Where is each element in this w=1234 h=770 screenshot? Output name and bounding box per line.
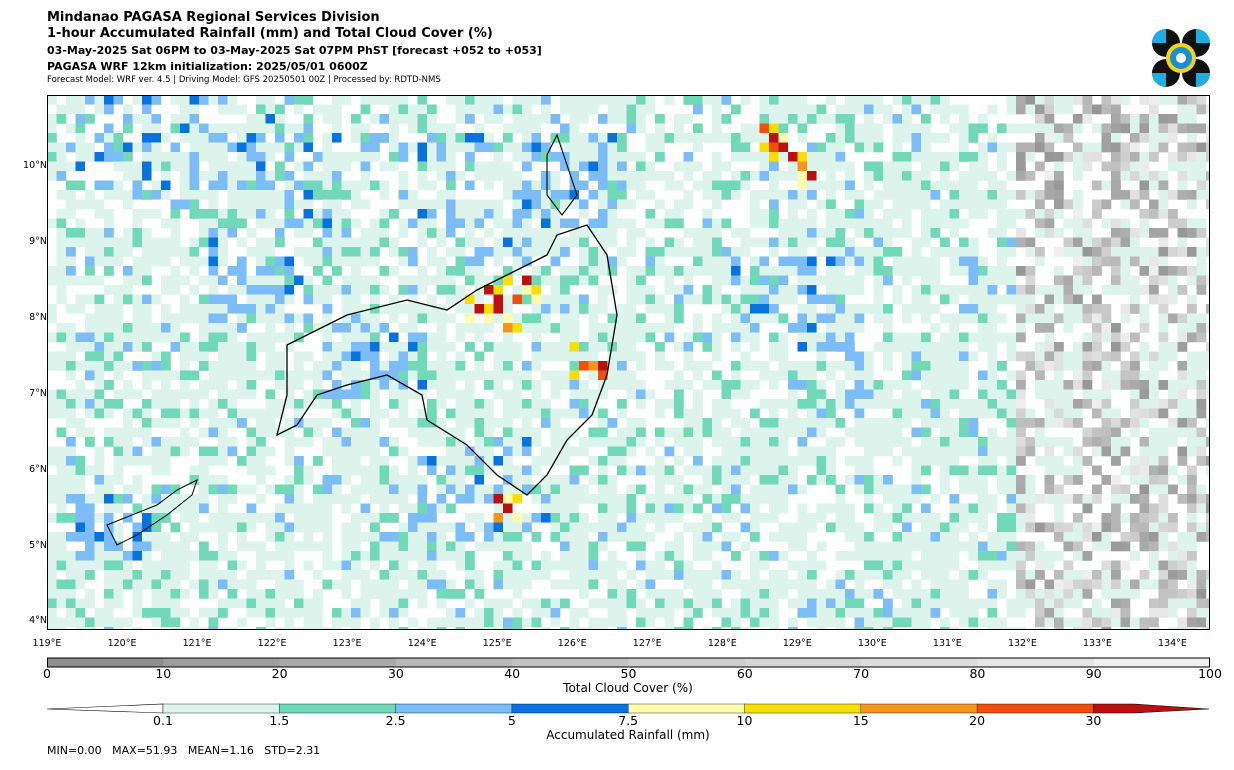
rain-color-segment [395, 703, 513, 714]
rain-color-segment [511, 703, 629, 714]
lon-label: 119°E [32, 638, 62, 649]
field-cells [47, 95, 1210, 630]
lon-label: 130°E [857, 638, 887, 649]
rain-color-segment [860, 703, 978, 714]
cloud-color-segment [861, 658, 978, 667]
lon-label: 134°E [1158, 638, 1187, 649]
lon-label: 126°E [557, 638, 587, 649]
map-canvas [47, 95, 1210, 630]
coastline [106, 133, 618, 546]
cloud-cover-colorbar [47, 657, 1211, 668]
cloud-tick: 10 [155, 666, 172, 681]
rain-color-segment [976, 703, 1095, 714]
lat-label: 10°N [23, 160, 47, 172]
model-info-line: Forecast Model: WRF ver. 4.5 | Driving M… [47, 75, 441, 85]
rain-tick: 30 [1085, 713, 1102, 728]
cloud-color-segment [279, 658, 397, 667]
pagasa-logo [1152, 29, 1210, 87]
cloud-cover-label: Total Cloud Cover (%) [563, 681, 693, 695]
initialization-line: PAGASA WRF 12km initialization: 2025/05/… [47, 60, 368, 73]
cloud-tick: 40 [504, 666, 521, 681]
cloud-colorbar-frame [47, 657, 1210, 668]
rain-tick: 10 [736, 713, 753, 728]
cloud-tick: 80 [969, 666, 986, 681]
map-frame [47, 95, 1210, 630]
lon-label: 122°E [257, 638, 287, 649]
rain-color-segment [162, 703, 281, 714]
cloud-color-segment [163, 658, 281, 667]
rain-tick: 7.5 [618, 713, 639, 728]
cloud-color-segment [512, 658, 629, 667]
title-line-1: Mindanao PAGASA Regional Services Divisi… [47, 10, 380, 25]
valid-time-line: 03-May-2025 Sat 06PM to 03-May-2025 Sat … [47, 44, 542, 57]
rain-tick: 2.5 [385, 713, 406, 728]
lon-label: 124°E [407, 638, 437, 649]
rain-tick: 0.1 [153, 713, 173, 728]
cloud-tick: 30 [387, 666, 404, 681]
lon-label: 123°E [332, 638, 362, 649]
cloud-tick: 90 [1085, 666, 1102, 681]
lon-label: 125°E [482, 638, 512, 649]
cloud-color-segment [744, 658, 862, 667]
rain-tick: 1.5 [269, 713, 290, 728]
lon-label: 127°E [632, 638, 662, 649]
title-line-2: 1-hour Accumulated Rainfall (mm) and Tot… [47, 26, 493, 41]
cloud-color-segment [628, 658, 746, 667]
cloud-tick: 100 [1198, 666, 1222, 681]
lat-label: 6°N [29, 463, 47, 475]
rain-tick: 20 [969, 713, 986, 728]
rain-lower-extension [47, 703, 164, 714]
rainfall-colorbar [47, 703, 1210, 714]
cloud-tick: 70 [853, 666, 870, 681]
lon-label: 132°E [1007, 638, 1037, 649]
rain-tick: 5 [507, 713, 516, 728]
rain-tick: 15 [852, 713, 869, 728]
rain-color-segment [744, 703, 862, 714]
rainfall-label: Accumulated Rainfall (mm) [546, 728, 710, 742]
cloud-color-segment [1093, 658, 1211, 667]
lon-label: 133°E [1082, 638, 1112, 649]
cloud-color-segment [977, 658, 1095, 667]
lon-label: 131°E [932, 638, 962, 649]
cloud-color-segment [47, 658, 164, 667]
lon-label: 129°E [782, 638, 812, 649]
lon-label: 121°E [182, 638, 212, 649]
rain-upper-extension [1093, 703, 1210, 714]
lon-label: 128°E [707, 638, 737, 649]
cloud-tick: 0 [43, 666, 51, 681]
lat-label: 4°N [29, 615, 47, 627]
rain-color-segment [279, 703, 397, 714]
lat-label: 7°N [29, 387, 47, 399]
rain-color-segment [628, 703, 746, 714]
statistics-line: MIN=0.00 MAX=51.93 MEAN=1.16 STD=2.31 [47, 744, 321, 757]
cloud-tick: 20 [271, 666, 288, 681]
cloud-tick: 50 [620, 666, 637, 681]
lat-label: 5°N [29, 539, 47, 551]
lat-label: 9°N [29, 235, 47, 247]
lat-label: 8°N [29, 311, 47, 323]
lon-label: 120°E [107, 638, 137, 649]
cloud-tick: 60 [736, 666, 753, 681]
cloud-color-segment [395, 658, 513, 667]
